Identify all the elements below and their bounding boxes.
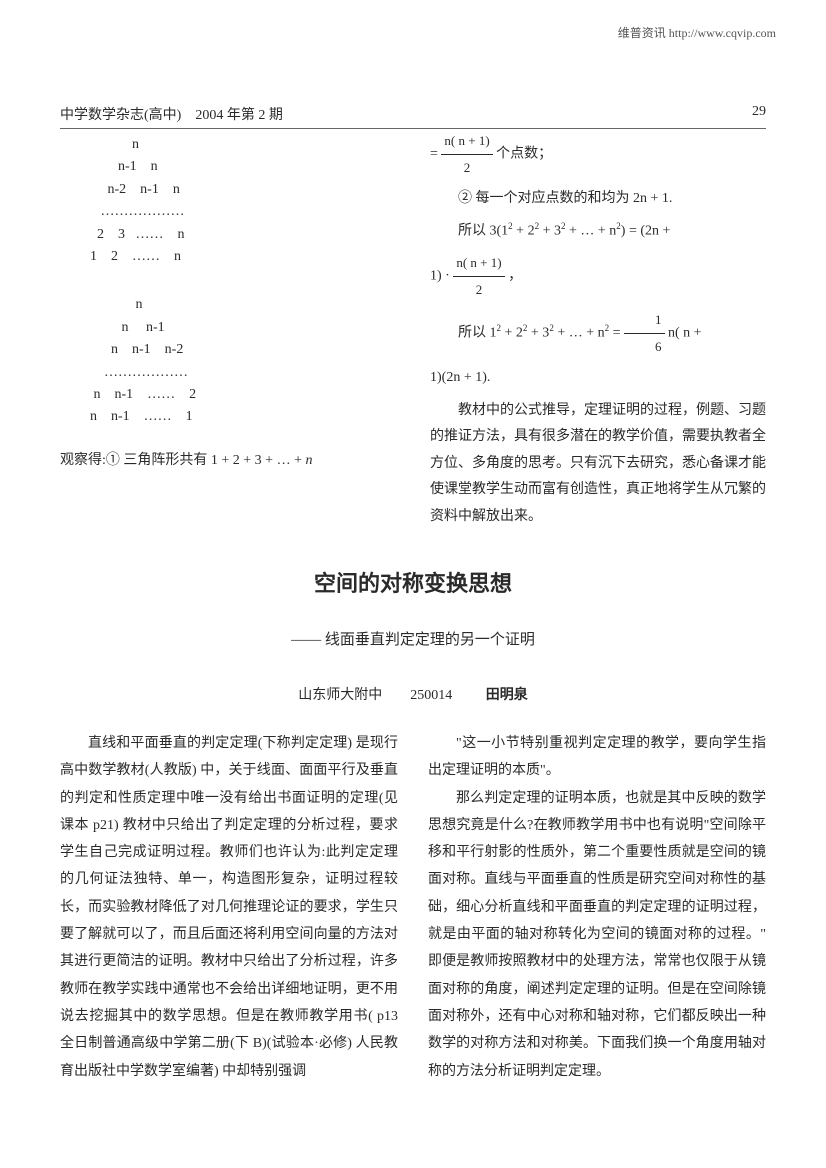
text: ， [508, 268, 522, 283]
tri-row: ……………… [90, 362, 400, 384]
page-header: 中学数学杂志(高中) 2004 年第 2 期 29 [60, 104, 766, 129]
observe-line: 观察得:① 三角阵形共有 1 + 2 + 3 + … + n [60, 449, 400, 469]
text: + 3 [539, 224, 561, 239]
fraction: n( n + 1)2 [453, 250, 504, 303]
text: ) = (2n + [621, 224, 671, 239]
body-paragraph: 那么判定定理的证明本质，也就是其中反映的数学思想究竟是什么?在教师教学用书中也有… [428, 785, 766, 1085]
text: + … + n [565, 224, 616, 239]
body-paragraph: "这一小节特别重视判定定理的教学，要向学生指出定理证明的本质"。 [428, 730, 766, 785]
tri-row: n-1 n [90, 156, 400, 178]
tri-row: n n-1 …… 2 [90, 384, 400, 406]
eq-line-4: 1) · n( n + 1)2 ， [430, 250, 766, 303]
article-title: 空间的对称变换思想 [0, 566, 826, 598]
tri-row: ……………… [90, 201, 400, 223]
article-byline: 山东师大附中 250014 田明泉 [0, 684, 826, 704]
eq-line-3: 所以 3(12 + 22 + 32 + … + n2) = (2n + [430, 217, 766, 246]
text: + … + n [554, 325, 605, 340]
content-bottom: 直线和平面垂直的判定定理(下称判定定理) 是现行高中数学教材(人教版) 中，关于… [60, 730, 766, 1085]
tri-row: n n-1 …… 1 [90, 406, 400, 428]
journal-name: 中学数学杂志(高中) 2004 年第 2 期 [60, 104, 283, 124]
prose-paragraph: 教材中的公式推导，定理证明的过程，例题、习题的推证方法，具有很多潜在的教学价值，… [430, 398, 766, 531]
left-column: n n-1 n n-2 n-1 n ……………… 2 3 …… n 1 2 ……… [60, 128, 400, 535]
observe-text: 观察得:① 三角阵形共有 1 + 2 + 3 + … + [60, 453, 305, 468]
eq-line-1: = n( n + 1)2 个点数； [430, 128, 766, 181]
text: 所以 3(1 [458, 224, 508, 239]
eq-line-6: 1)(2n + 1). [430, 364, 766, 392]
watermark: 维普资讯 http://www.cqvip.com [618, 24, 776, 41]
tri-row: 1 2 …… n [90, 246, 400, 268]
text: = [430, 147, 441, 162]
body-col-right: "这一小节特别重视判定定理的教学，要向学生指出定理证明的本质"。 那么判定定理的… [428, 730, 766, 1085]
text: = [609, 325, 624, 340]
tri-row: 2 3 …… n [90, 224, 400, 246]
author-name: 田明泉 [486, 688, 528, 703]
eq-line-2: ② 每一个对应点数的和均为 2n + 1. [430, 185, 766, 213]
tri-row: n-2 n-1 n [90, 179, 400, 201]
tri-row: n [90, 294, 400, 316]
article-subtitle: —— 线面垂直判定定理的另一个证明 [0, 628, 826, 649]
text: + 2 [513, 224, 535, 239]
tri-row: n n-1 [90, 317, 400, 339]
triangle-b: n n n-1 n n-1 n-2 ……………… n n-1 …… 2 n n-… [60, 288, 400, 428]
tri-row: n [90, 134, 400, 156]
eq-line-5: 所以 12 + 22 + 32 + … + n2 = 16 n( n + [430, 307, 766, 360]
fraction: 16 [624, 307, 665, 360]
affiliation: 山东师大附中 250014 [298, 688, 452, 703]
text: n( n + [668, 325, 702, 340]
text: 1) · [430, 268, 453, 283]
numer: 1 [624, 307, 665, 334]
triangle-a: n n-1 n n-2 n-1 n ……………… 2 3 …… n 1 2 ……… [60, 128, 400, 268]
denom: 2 [453, 277, 504, 303]
numer: n( n + 1) [441, 128, 492, 155]
page-number: 29 [752, 104, 766, 124]
denom: 6 [624, 334, 665, 360]
numer: n( n + 1) [453, 250, 504, 277]
denom: 2 [441, 155, 492, 181]
body-paragraph: 直线和平面垂直的判定定理(下称判定定理) 是现行高中数学教材(人教版) 中，关于… [60, 730, 398, 1085]
body-col-left: 直线和平面垂直的判定定理(下称判定定理) 是现行高中数学教材(人教版) 中，关于… [60, 730, 398, 1085]
text: 个点数； [496, 147, 552, 162]
right-column: = n( n + 1)2 个点数； ② 每一个对应点数的和均为 2n + 1. … [430, 128, 766, 535]
fraction: n( n + 1)2 [441, 128, 492, 181]
tri-row: n n-1 n-2 [90, 339, 400, 361]
observe-var: n [305, 453, 312, 468]
text: 所以 1 [458, 325, 497, 340]
text: + 2 [501, 325, 523, 340]
content-top: n n-1 n n-2 n-1 n ……………… 2 3 …… n 1 2 ……… [60, 128, 766, 535]
text: + 3 [527, 325, 549, 340]
